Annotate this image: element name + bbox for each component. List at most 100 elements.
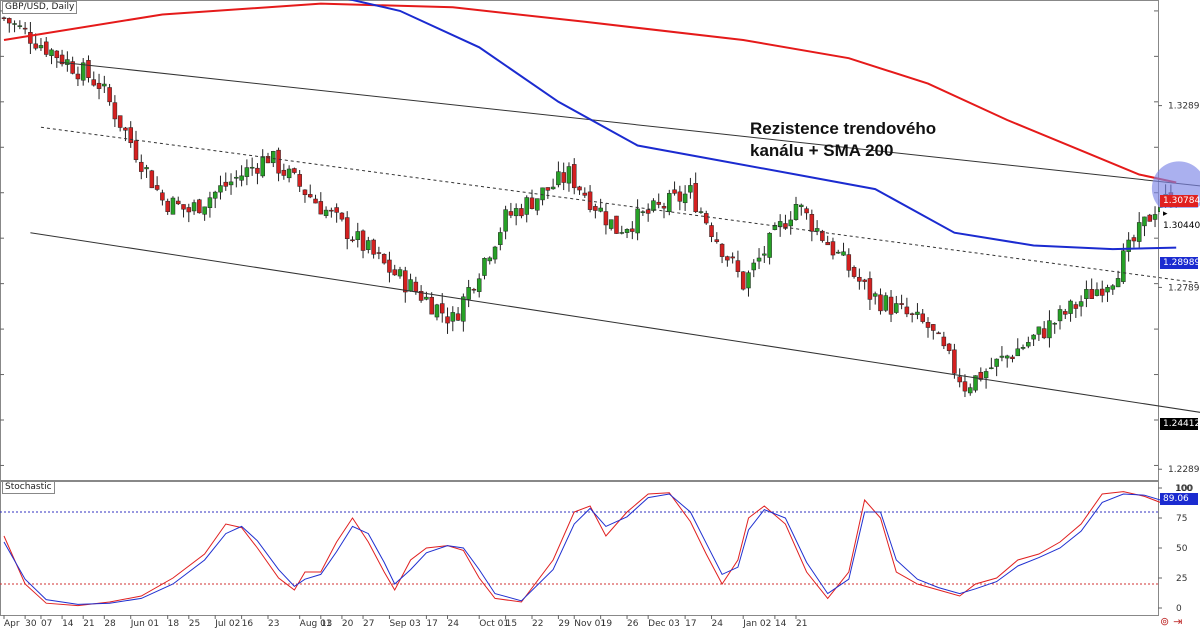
candle-body [413,281,419,292]
candle-body [920,313,925,322]
candle-body [725,256,730,261]
candle-body [1099,288,1105,296]
candle-body [983,371,989,379]
candle-body [350,239,355,242]
arrow-right-icon[interactable]: ⇥ [1173,615,1183,628]
candle-body [693,183,698,213]
candle-body [1068,300,1073,314]
low-price-tag: 1.24412 [1160,418,1200,430]
candle-body [688,185,693,193]
chart-title: GBP/USD, Daily [2,1,78,14]
candle-body [651,200,656,211]
candle-body [857,276,862,282]
candle-body [825,242,830,246]
stochastic-d-line [3,493,1177,605]
candle-body [17,25,23,27]
candle-body [43,41,49,55]
candle-body [271,151,276,164]
candle-body [661,206,667,209]
candle-body [323,209,329,216]
candle-body [418,291,424,301]
candle-body [561,172,566,183]
candle-body [59,54,65,65]
candle-body [751,262,757,271]
candle-body [735,260,741,272]
candle-body [65,59,70,65]
candle-body [302,189,308,196]
candle-body [1121,250,1126,282]
candle-body [218,185,223,193]
candle-body [925,322,931,328]
candle-body [756,257,762,262]
candle-body [630,228,635,232]
last-price-tag: 1.30784 [1160,195,1200,207]
candle-body [793,204,799,220]
candle-body [207,197,213,208]
candle-body [698,211,704,213]
candle-body [403,270,408,293]
candle-body [329,209,334,212]
candle-body [556,171,561,186]
candle-body [946,343,952,351]
candle-body [355,231,361,240]
stochastic-value-tag: 89.06 [1160,493,1198,505]
candle-body [96,82,102,89]
candle-body [12,23,17,25]
sma-200-line [3,2,1177,184]
candle-body [535,198,540,211]
candle-body [387,259,392,273]
candle-body [830,241,836,256]
candle-body [139,161,144,172]
candle-body [1126,239,1131,252]
link-icon[interactable]: ⊚ [1160,615,1170,628]
candle-body [529,197,535,209]
candle-body [904,306,910,315]
candle-body [550,186,556,190]
candle-body [286,168,292,179]
candle-body [862,279,867,282]
x-tick-label: 27 [363,619,374,628]
candle-body [1057,309,1063,322]
candle-body [265,156,271,164]
candle-body [772,224,778,230]
candle-body [835,251,841,254]
candle-body [1004,355,1010,359]
candle-body [804,208,809,214]
candle-body [967,387,973,394]
x-tick-label: 25 [189,619,200,628]
candle-body [492,246,498,260]
candle-body [1115,278,1121,288]
x-tick-label: 24 [712,619,724,628]
y-tick-label: 1.27896 [1168,283,1200,293]
candle-body [371,239,376,255]
candle-body [445,316,450,324]
candle-body [571,164,577,189]
candle-body [788,219,793,227]
candle-body [714,239,720,242]
x-tick-label: Apr [4,619,20,628]
candle-body [978,371,984,380]
x-tick-label: Jul 02 [214,619,240,628]
x-tick-label: 21 [83,619,94,628]
candle-body [994,358,999,367]
candle-body [7,18,12,24]
candle-body [519,208,524,217]
candle-body [22,27,28,30]
x-tick-label: 17 [426,619,437,628]
candle-body [466,287,471,300]
x-tick-label: 28 [104,619,116,628]
candle-body [117,115,123,128]
candle-body [1026,342,1031,347]
candle-body [1047,320,1052,339]
candle-body [197,199,202,214]
candle-body [281,169,287,176]
stochastic-y-tick-label: 0 [1176,604,1182,614]
candle-body [455,313,461,321]
x-tick-label: 13 [321,619,332,628]
candle-body [814,228,820,232]
candle-body [619,232,625,234]
candle-body [297,174,302,187]
candle-body [1,17,7,19]
candle-body [603,211,609,226]
